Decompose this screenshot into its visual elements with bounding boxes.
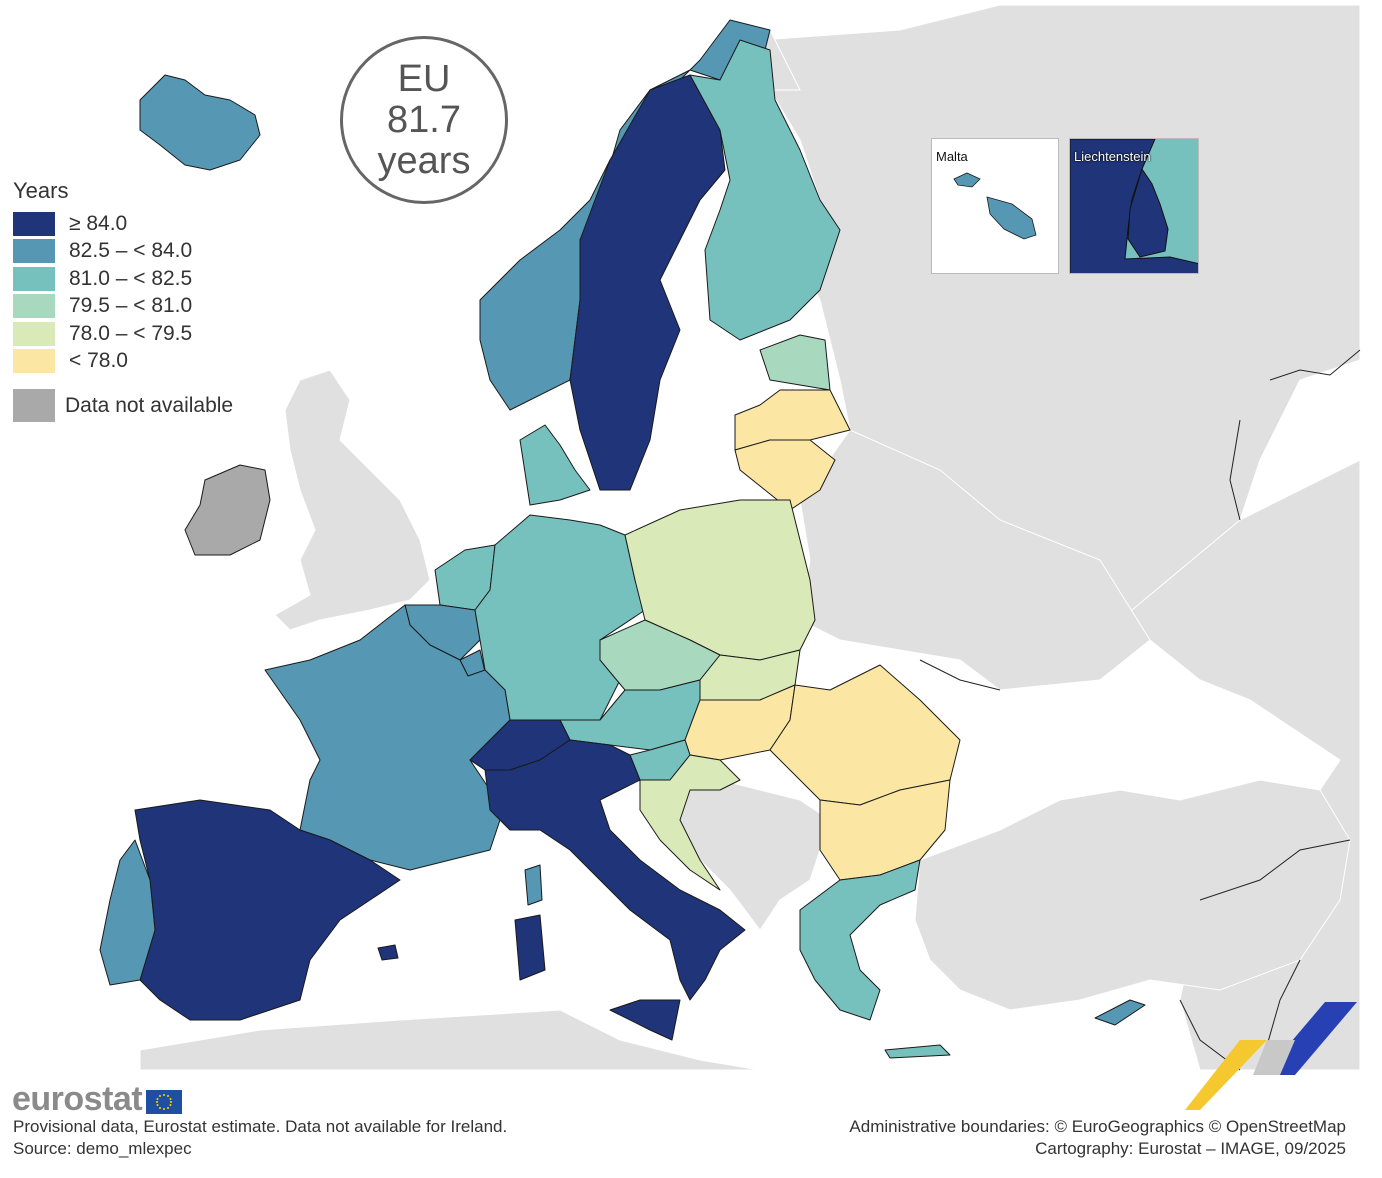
legend-label: 81.0 – < 82.5 [69,266,193,290]
inset-malta: Malta [931,138,1059,274]
legend-label: 78.0 – < 79.5 [69,321,193,345]
legend-swatch [13,239,55,264]
legend-swatch [13,211,55,236]
eu-label: EU [397,57,451,100]
legend-label: ≥ 84.0 [69,211,128,235]
turkey-land [914,779,1351,1011]
country-ireland [184,464,271,556]
eurostat-wordmark: eurostat [12,1080,143,1118]
legend-swatch [13,349,55,374]
inset-label-liechtenstein: Liechtenstein [1074,149,1151,164]
liechtenstein-map [1070,139,1198,273]
north-africa-land [139,1009,761,1071]
malta-map [953,172,1037,240]
legend-label-not-available: Data not available [65,393,234,417]
non-eu-borders [919,349,1361,1071]
legend-classes: ≥ 84.0 82.5 – < 84.0 81.0 – < 82.5 79.5 – <… [13,210,233,375]
legend-label: 82.5 – < 84.0 [69,239,193,263]
country-lithuania [734,439,836,511]
country-italy [484,739,746,1001]
legend-row: 78.0 – < 79.5 [13,320,233,348]
country-crete [884,1044,951,1059]
country-denmark [519,424,591,506]
inset-liechtenstein: Liechtenstein [1069,138,1199,274]
legend-row: 81.0 – < 82.5 [13,265,233,293]
country-bulgaria [819,779,951,881]
legend-swatch-not-available [13,389,55,423]
uk-land [274,369,431,631]
legend-label: 79.5 – < 81.0 [69,294,193,318]
country-sardinia [514,914,546,981]
country-estonia [759,334,831,391]
legend-row: < 78.0 [13,348,233,376]
country-croatia [639,754,741,891]
country-corsica [524,864,543,906]
footer-note: Provisional data, Eurostat estimate. Dat… [13,1117,508,1136]
country-norway [479,19,771,411]
legend-row: ≥ 84.0 [13,210,233,238]
footer-cartography: Cartography: Eurostat – IMAGE, 09/2025 [1035,1139,1346,1158]
eu-value: 81.7 [387,98,461,141]
eurostat-logo: eurostat [12,1080,183,1119]
footer-source: Source: demo_mlexpec [13,1139,192,1158]
country-sicily [609,999,681,1041]
footer-right: Administrative boundaries: © EuroGeograp… [849,1116,1346,1160]
country-germany [474,514,646,721]
legend-title: Years [13,178,69,203]
country-balearic [377,944,399,961]
country-portugal [99,839,156,986]
legend-swatch [13,294,55,319]
legend-row-not-available: Data not available [13,389,234,423]
legend-swatch [13,266,55,291]
country-sweden [569,74,726,491]
country-greece [799,859,921,1021]
legend-swatch [13,321,55,346]
country-iceland [139,74,261,171]
footer-left: Provisional data, Eurostat estimate. Dat… [13,1116,507,1160]
eu-unit: years [377,139,471,182]
countries [99,19,1146,1059]
footer-boundaries: Administrative boundaries: © EuroGeograp… [849,1117,1346,1136]
eu-average-badge: EU 81.7 years [340,36,508,204]
map-legend: Years ≥ 84.0 82.5 – < 84.0 81.0 – < 82.5 79… [13,178,234,423]
legend-row: 79.5 – < 81.0 [13,293,233,321]
legend-label: < 78.0 [69,349,128,373]
country-cyprus [1094,999,1146,1026]
non-eu-land [139,4,1361,1071]
country-finland [689,39,841,341]
eu-flag-icon [146,1089,183,1114]
legend-row: 82.5 – < 84.0 [13,238,233,266]
inset-label-malta: Malta [936,149,968,164]
image-brand-mark [1185,1002,1357,1110]
